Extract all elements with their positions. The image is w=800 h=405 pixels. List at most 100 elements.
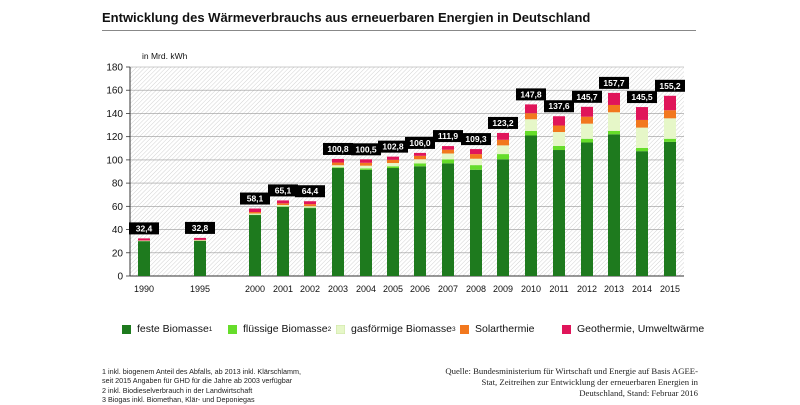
bar-segment xyxy=(387,166,399,168)
bar-segment xyxy=(608,112,620,131)
bar-segment xyxy=(497,154,509,159)
legend-item: Solarthermie xyxy=(460,321,535,337)
bar-segment xyxy=(553,150,565,276)
bar-segment xyxy=(442,163,454,276)
bar-segment xyxy=(277,200,289,203)
total-value-label: 137,6 xyxy=(548,101,570,111)
total-value-label: 58,1 xyxy=(247,194,264,204)
bar-segment xyxy=(497,145,509,154)
bar-segment xyxy=(304,201,316,204)
legend-swatch xyxy=(336,325,345,334)
bar-segment xyxy=(525,136,537,276)
y-tick-label: 120 xyxy=(106,132,123,143)
bar-segment xyxy=(608,134,620,276)
bar-segment xyxy=(332,159,344,163)
bar-segment xyxy=(636,120,648,128)
total-value-label: 157,7 xyxy=(603,78,625,88)
legend-label: feste Biomasse xyxy=(137,323,209,335)
bar-segment xyxy=(304,204,316,206)
bar-segment xyxy=(360,166,372,169)
source-line: Stat, Zeitreihen zur Entwicklung der ern… xyxy=(436,377,698,388)
legend-swatch xyxy=(228,325,237,334)
x-tick-label: 2006 xyxy=(410,284,430,294)
total-value-label: 100,8 xyxy=(327,144,349,154)
bar-segment xyxy=(470,159,482,165)
x-tick-label: 2008 xyxy=(466,284,486,294)
x-tick-label: 1990 xyxy=(134,284,154,294)
bar-segment xyxy=(360,170,372,276)
total-value-label: 102,8 xyxy=(382,142,404,152)
bar-segment xyxy=(608,131,620,134)
total-value-label: 147,8 xyxy=(520,89,542,99)
y-tick-label: 140 xyxy=(106,109,123,120)
footnotes: 1 inkl. biogenem Anteil des Abfalls, ab … xyxy=(102,367,301,405)
bar-segment xyxy=(470,170,482,276)
bar-segment xyxy=(304,206,316,207)
bar-segment xyxy=(497,159,509,276)
bar-segment xyxy=(387,160,399,163)
bar-segment xyxy=(414,153,426,156)
x-tick-label: 2014 xyxy=(632,284,652,294)
x-tick-label: 2012 xyxy=(577,284,597,294)
total-value-label: 145,7 xyxy=(576,92,598,102)
bar-segment xyxy=(194,241,206,276)
y-tick-label: 180 xyxy=(106,63,123,74)
bar-segment xyxy=(442,159,454,163)
bar-segment xyxy=(249,214,261,215)
bar-segment xyxy=(387,157,399,160)
x-tick-label: 2005 xyxy=(383,284,403,294)
bar-segment xyxy=(414,156,426,159)
legend-label: gasförmige Biomasse xyxy=(351,323,452,335)
bar-segment xyxy=(525,119,537,131)
bar-segment xyxy=(332,167,344,168)
total-value-label: 100,5 xyxy=(355,144,377,154)
legend-footnote-marker: 1 xyxy=(209,326,213,333)
bar-segment xyxy=(304,208,316,276)
bar-segment xyxy=(360,163,372,166)
bar-segment xyxy=(442,154,454,160)
total-value-label: 32,4 xyxy=(136,223,153,233)
bar-segment xyxy=(525,113,537,119)
bar-segment xyxy=(636,107,648,120)
total-value-label: 123,2 xyxy=(492,118,514,128)
x-tick-label: 2001 xyxy=(273,284,293,294)
bar-segment xyxy=(664,96,676,110)
footnote-line: 3 Biogas inkl. Biomethan, Klär- und Depo… xyxy=(102,395,301,404)
bar-segment xyxy=(332,163,344,166)
legend-swatch xyxy=(460,325,469,334)
bar-segment xyxy=(553,116,565,125)
footnote-line: seit 2015 Angaben für GHD für die Jahre … xyxy=(102,376,301,385)
legend-label: flüssige Biomasse xyxy=(243,323,328,335)
y-tick-label: 60 xyxy=(112,202,124,213)
bar-segment xyxy=(138,238,150,240)
legend-label: Geothermie, Umweltwärme xyxy=(577,323,704,335)
y-axis-label: in Mrd. kWh xyxy=(142,51,188,61)
x-tick-label: 2007 xyxy=(438,284,458,294)
legend-label: Solarthermie xyxy=(475,323,535,335)
bar-segment xyxy=(414,159,426,163)
bar-segment xyxy=(664,110,676,118)
bar-segment xyxy=(636,128,648,148)
legend-swatch xyxy=(122,325,131,334)
legend-item: Geothermie, Umweltwärme xyxy=(562,321,704,337)
bar-segment xyxy=(608,105,620,112)
x-tick-label: 2009 xyxy=(493,284,513,294)
bar-segment xyxy=(360,168,372,169)
bar-segment xyxy=(138,241,150,276)
x-tick-label: 2010 xyxy=(521,284,541,294)
bar-segment xyxy=(387,163,399,166)
bar-segment xyxy=(636,151,648,276)
source-note: Quelle: Bundesministerium für Wirtschaft… xyxy=(436,366,698,399)
bar-segment xyxy=(360,159,372,162)
legend-footnote-marker: 3 xyxy=(452,326,456,333)
x-tick-label: 2000 xyxy=(245,284,265,294)
y-tick-label: 40 xyxy=(112,225,124,236)
total-value-label: 145,5 xyxy=(631,92,653,102)
footnote-line: 1 inkl. biogenem Anteil des Abfalls, ab … xyxy=(102,367,301,376)
x-tick-label: 2015 xyxy=(660,284,680,294)
